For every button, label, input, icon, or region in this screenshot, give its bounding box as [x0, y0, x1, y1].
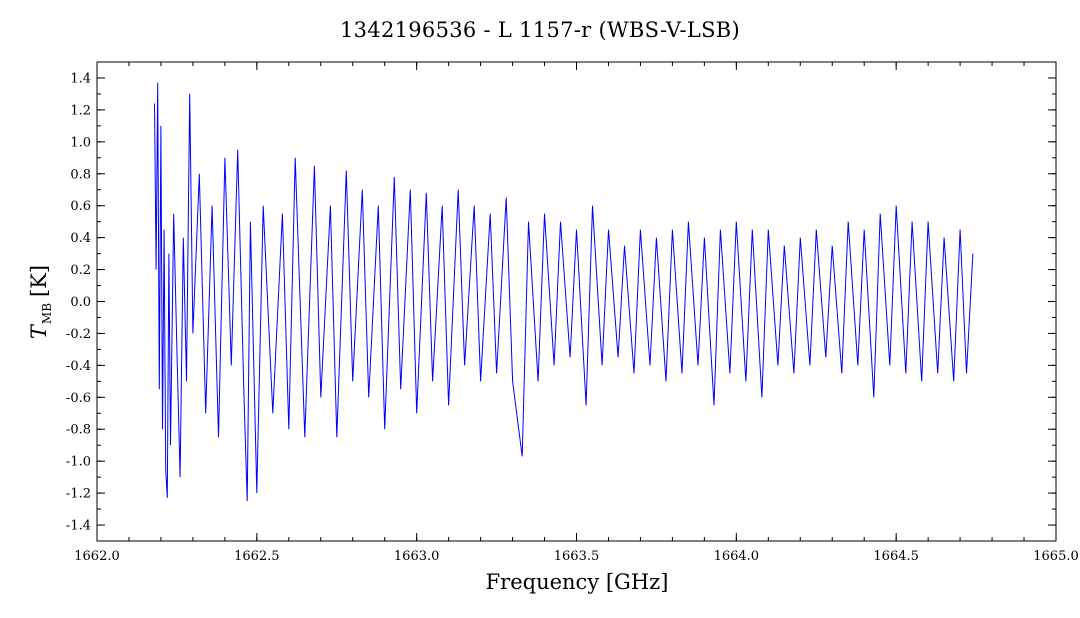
y-tick-label: 0.8	[70, 167, 91, 182]
y-axis-label-subscript: MB	[40, 303, 54, 324]
x-tick-label: 1665.0	[1033, 549, 1079, 564]
y-tick-label: 1.2	[70, 103, 91, 118]
y-tick-label: -0.6	[66, 391, 91, 406]
y-axis-label-unit: [K]	[27, 265, 51, 297]
y-tick-label: -1.4	[66, 519, 91, 534]
x-tick-label: 1664.0	[714, 549, 760, 564]
y-tick-label: 0.2	[70, 263, 91, 278]
plot-frame	[96, 61, 1057, 542]
x-tick-label: 1664.5	[873, 549, 919, 564]
y-tick-label: -0.8	[66, 423, 91, 438]
y-tick-label: 1.4	[70, 71, 91, 86]
y-tick-label: 1.0	[70, 135, 91, 150]
y-axis-label-symbol: T	[27, 323, 51, 339]
x-axis-label: Frequency [GHz]	[486, 570, 669, 594]
x-tick-label: 1663.5	[554, 549, 600, 564]
svg-text:TMB[K]: TMB [K]	[27, 265, 54, 339]
y-tick-label: -1.2	[66, 487, 91, 502]
y-tick-label: -1.0	[66, 455, 91, 470]
y-tick-label: 0.4	[70, 231, 91, 246]
spectrum-line	[154, 82, 974, 502]
axes-layer: 1662.0 1662.5 1663.0 1663.5 1664.0 1664.5 1665…	[66, 61, 1079, 564]
series-layer	[154, 82, 974, 502]
x-tick-label: 1662.0	[74, 549, 120, 564]
y-tick-label: -0.4	[66, 359, 91, 374]
x-tick-label: 1662.5	[234, 549, 280, 564]
x-tick-label: 1663.0	[394, 549, 440, 564]
chart-title: 1342196536 - L 1157-r (WBS-V-LSB)	[339, 18, 741, 42]
y-tick-label: -0.2	[66, 327, 91, 342]
y-axis-label: TMB [K]	[27, 265, 54, 339]
y-tick-label: 0.0	[70, 295, 91, 310]
y-tick-label: 0.6	[70, 199, 91, 214]
